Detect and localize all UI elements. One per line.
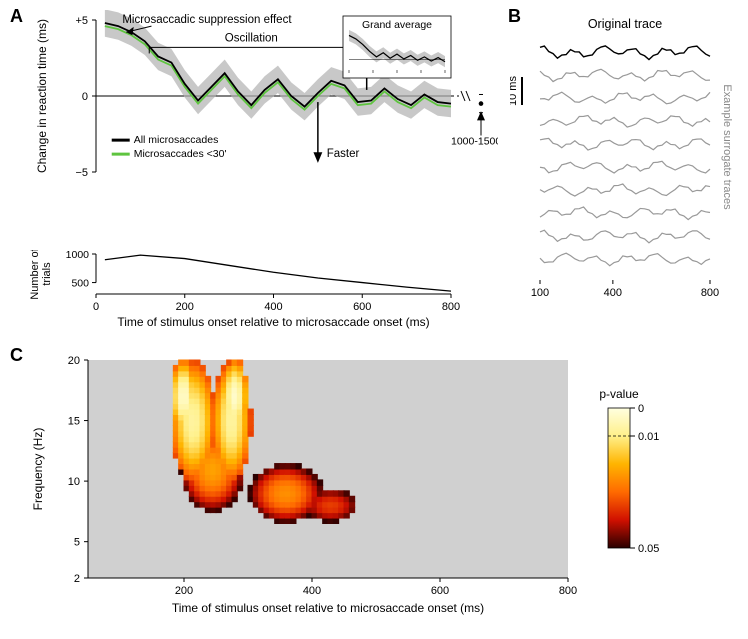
svg-text:Microsaccades <30': Microsaccades <30'	[134, 148, 227, 160]
svg-text:Time of stimulus onset relativ: Time of stimulus onset relative to micro…	[172, 601, 484, 615]
svg-text:0: 0	[93, 301, 99, 313]
svg-text:0.01: 0.01	[638, 431, 659, 443]
svg-text:800: 800	[559, 585, 577, 597]
svg-text:Number of: Number of	[29, 250, 41, 300]
svg-text:5: 5	[74, 537, 80, 549]
svg-text:+5: +5	[75, 15, 88, 27]
svg-text:600: 600	[353, 301, 371, 313]
svg-text:10 ms: 10 ms	[510, 76, 519, 106]
svg-text:Oscillation: Oscillation	[225, 32, 278, 44]
svg-text:Faster: Faster	[327, 148, 360, 160]
svg-text:400: 400	[604, 287, 622, 299]
svg-text:15: 15	[68, 416, 80, 428]
svg-text:200: 200	[176, 301, 194, 313]
svg-text:0: 0	[82, 91, 88, 103]
svg-text:Microsaccadic suppression effe: Microsaccadic suppression effect	[122, 14, 292, 26]
svg-text:All microsaccades: All microsaccades	[134, 134, 219, 146]
svg-text:20: 20	[68, 355, 80, 367]
svg-text:−5: −5	[75, 167, 88, 179]
svg-text:Original trace: Original trace	[588, 17, 662, 31]
svg-text:Frequency (Hz): Frequency (Hz)	[31, 428, 45, 511]
svg-text:2: 2	[74, 573, 80, 585]
svg-text:10: 10	[68, 476, 80, 488]
svg-text:Example surrogate traces: Example surrogate traces	[721, 84, 733, 210]
panel-a-label: A	[10, 6, 23, 27]
svg-text:Grand average: Grand average	[362, 19, 432, 31]
svg-text:600: 600	[431, 585, 449, 597]
panel-a-trialcount: 500 1000 Number oftrials 0 200 400 600 800 Time …	[28, 250, 498, 330]
svg-text:800: 800	[701, 287, 719, 299]
svg-text:1000: 1000	[66, 250, 90, 261]
svg-text:1000-1500 ms: 1000-1500 ms	[451, 136, 498, 148]
svg-text:200: 200	[175, 585, 193, 597]
svg-text:400: 400	[303, 585, 321, 597]
panel-c-heatmap: 2 5 10 15 20 200 400 600 800 Frequency (Hz) Time o…	[20, 346, 740, 636]
svg-text:Change in reaction time (ms): Change in reaction time (ms)	[35, 19, 49, 173]
svg-text:0: 0	[638, 403, 644, 415]
svg-text:p-value: p-value	[599, 387, 639, 401]
svg-text:trials: trials	[41, 262, 53, 286]
svg-text:100: 100	[531, 287, 549, 299]
svg-text:500: 500	[71, 278, 89, 290]
svg-text:Time of stimulus onset relativ: Time of stimulus onset relative to micro…	[117, 315, 429, 329]
svg-text:800: 800	[442, 301, 460, 313]
svg-text:400: 400	[264, 301, 282, 313]
svg-text:0.05: 0.05	[638, 543, 659, 555]
panel-b-traces: Original trace 10 ms Example surrogate tra…	[510, 14, 742, 324]
panel-a-chart: −5 0 +5 Change in reaction time (ms) Microsa…	[28, 10, 498, 250]
